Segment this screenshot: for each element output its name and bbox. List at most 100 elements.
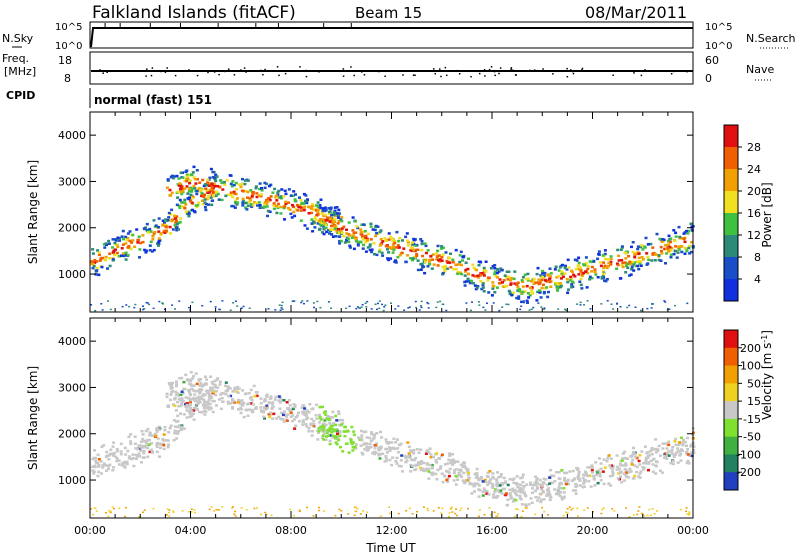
data-cell xyxy=(412,458,416,462)
nave-dot xyxy=(240,69,242,71)
data-cell xyxy=(580,274,584,277)
data-cell xyxy=(224,194,228,198)
data-cell xyxy=(217,198,221,201)
ground-scatter-cell xyxy=(109,511,112,514)
data-cell xyxy=(448,261,452,264)
ground-scatter-cell xyxy=(521,301,524,303)
data-cell xyxy=(409,247,413,250)
colorbar-tick-label: 16 xyxy=(747,207,761,220)
data-cell xyxy=(167,382,171,385)
data-cell xyxy=(589,485,593,488)
data-cell xyxy=(690,454,694,458)
data-cell xyxy=(501,281,504,284)
data-cell xyxy=(505,270,509,273)
data-cell xyxy=(152,219,156,222)
data-cell xyxy=(284,415,288,418)
data-cell xyxy=(611,472,615,475)
data-cell xyxy=(590,471,594,474)
data-cell xyxy=(164,229,168,232)
data-cell xyxy=(206,401,210,404)
data-cell xyxy=(394,246,398,249)
data-cell xyxy=(194,182,198,185)
data-cell xyxy=(618,471,622,475)
data-cell xyxy=(318,219,321,223)
data-cell xyxy=(133,245,137,248)
data-cell xyxy=(603,252,607,256)
data-cell xyxy=(535,479,539,482)
data-cell xyxy=(126,236,130,240)
data-cell xyxy=(495,480,499,483)
data-cell xyxy=(479,279,483,283)
data-cell xyxy=(192,396,196,400)
ground-scatter-cell xyxy=(121,305,124,308)
data-cell xyxy=(339,445,342,449)
data-cell xyxy=(548,277,552,280)
data-cell xyxy=(323,419,327,422)
data-cell xyxy=(293,198,297,201)
data-cell xyxy=(292,418,296,421)
data-cell xyxy=(395,462,399,465)
data-cell xyxy=(325,435,328,438)
ground-scatter-cell xyxy=(634,306,637,308)
data-cell xyxy=(330,425,334,428)
data-cell xyxy=(352,247,356,251)
data-cell xyxy=(593,270,597,274)
data-cell xyxy=(608,464,612,467)
data-cell xyxy=(232,190,236,194)
data-cell xyxy=(333,437,337,440)
data-cell xyxy=(347,221,351,224)
data-cell xyxy=(231,389,235,393)
data-cell xyxy=(579,484,582,487)
data-cell xyxy=(449,252,452,255)
data-cell xyxy=(672,455,676,458)
data-cell xyxy=(162,433,166,436)
data-cell xyxy=(105,450,109,454)
nave-label: Nave xyxy=(746,63,774,76)
data-cell xyxy=(610,464,614,467)
colorbar-tick-label: -100 xyxy=(736,448,761,461)
nave-dot xyxy=(633,72,635,74)
data-cell xyxy=(406,441,410,444)
data-cell xyxy=(420,240,424,243)
data-cell xyxy=(571,469,575,473)
data-cell xyxy=(228,174,232,177)
ground-scatter-cell xyxy=(378,300,381,302)
data-cell xyxy=(456,460,460,463)
data-cell xyxy=(541,283,545,287)
ground-scatter-cell xyxy=(619,306,622,308)
data-cell xyxy=(336,214,340,218)
data-cell xyxy=(496,276,499,279)
data-cell xyxy=(486,279,490,282)
ground-scatter-cell xyxy=(234,515,237,517)
data-cell xyxy=(358,438,362,441)
data-cell xyxy=(163,426,167,429)
data-cell xyxy=(190,196,194,200)
data-cell xyxy=(362,243,365,247)
colorbar-tick-label: 28 xyxy=(747,141,761,154)
data-cell xyxy=(150,250,154,253)
data-cell xyxy=(361,247,365,250)
data-cell xyxy=(486,471,490,475)
data-cell xyxy=(686,448,689,451)
colorbar-segment xyxy=(724,279,738,302)
ground-scatter-cell xyxy=(124,515,127,518)
data-cell xyxy=(299,206,303,209)
data-cell xyxy=(165,395,169,399)
data-cell xyxy=(548,498,552,502)
data-cell xyxy=(621,464,625,467)
data-cell xyxy=(215,404,218,407)
data-cell xyxy=(682,232,686,235)
ground-scatter-cell xyxy=(507,303,510,306)
data-cell xyxy=(386,451,389,454)
data-cell xyxy=(189,371,193,374)
data-cell xyxy=(622,479,626,482)
data-cell xyxy=(640,244,644,247)
data-cell xyxy=(224,381,228,384)
data-cell xyxy=(334,441,338,444)
data-cell xyxy=(374,224,378,228)
ground-scatter-cell xyxy=(360,306,363,308)
data-cell xyxy=(406,241,410,244)
data-cell xyxy=(97,273,101,276)
data-cell xyxy=(263,417,266,420)
ground-scatter-cell xyxy=(482,306,485,309)
